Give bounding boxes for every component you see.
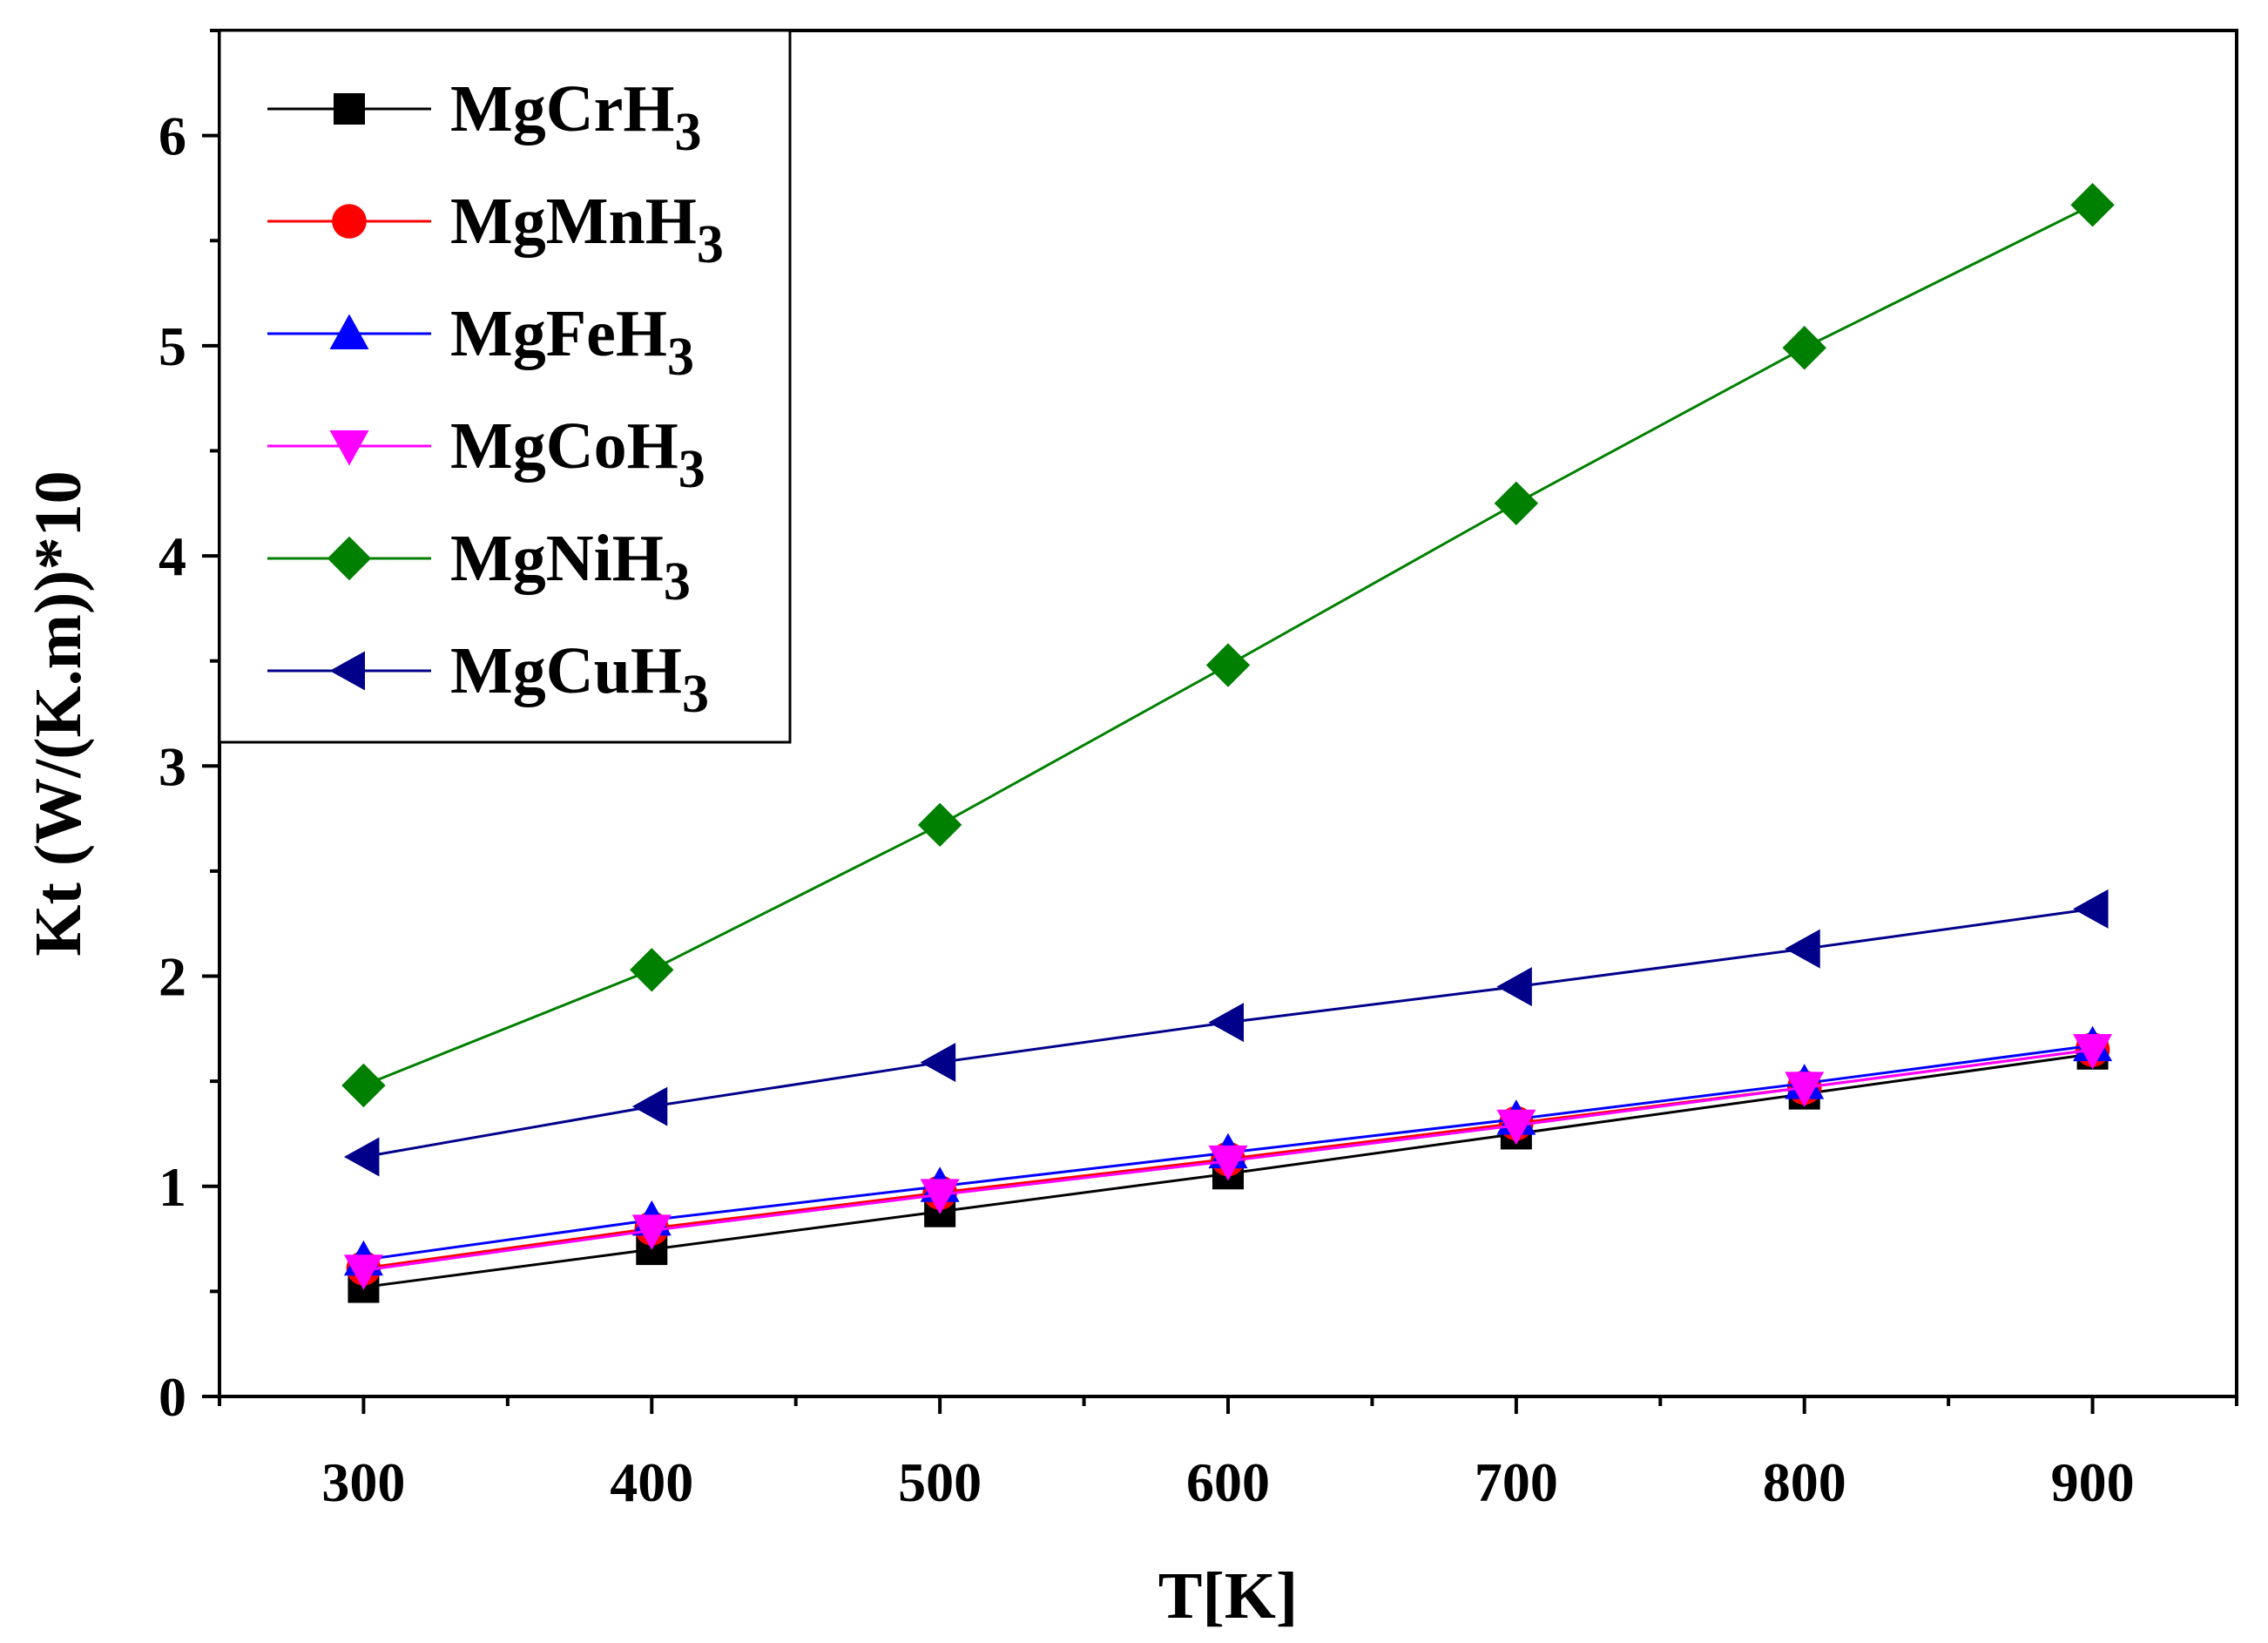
x-axis-title: T[K]	[1158, 1559, 1298, 1633]
x-tick-label: 800	[1763, 1451, 1846, 1513]
legend-label: MgCoH3	[450, 409, 705, 499]
series-layer	[341, 183, 2115, 1303]
data-point	[1785, 929, 1820, 969]
legend: MgCrH3 MgMnH3 MgFeH3 MgCoH3 MgNiH3 MgCuH3	[218, 29, 792, 744]
data-point	[631, 1214, 672, 1250]
legend-label: MgCrH3	[450, 72, 701, 162]
y-tick-label: 2	[159, 946, 186, 1008]
x-tick-label: 300	[321, 1451, 405, 1513]
y-axis-title: Kt (W/(K.m))*10	[22, 470, 95, 956]
y-tick-label: 0	[159, 1366, 186, 1428]
data-point	[2073, 889, 2109, 929]
legend-label: MgCuH3	[450, 634, 709, 724]
data-point	[1782, 326, 1826, 370]
data-point	[1494, 481, 1539, 525]
data-point	[343, 1254, 383, 1290]
legend-marker	[327, 536, 372, 581]
legend-item: MgCoH3	[267, 409, 705, 499]
legend-item: MgNiH3	[267, 522, 691, 612]
series-mgcoh3	[343, 1033, 2113, 1290]
legend-label: MgMnH3	[450, 185, 724, 274]
legend-box	[218, 29, 792, 744]
legend-label: MgFeH3	[450, 297, 694, 387]
legend-label: MgNiH3	[450, 522, 691, 612]
data-point	[343, 1137, 380, 1177]
x-tick-label: 500	[898, 1451, 982, 1513]
data-point	[341, 1063, 386, 1108]
axes: 300 400 500 600 700 800 900 0 1 2 3 4 5 6	[159, 29, 2238, 1513]
data-point	[920, 1042, 956, 1082]
y-tick-label: 5	[159, 315, 186, 377]
x-tick-label: 400	[610, 1451, 693, 1513]
x-tick-label: 600	[1186, 1451, 1270, 1513]
y-tick-label: 1	[159, 1156, 186, 1218]
legend-marker	[329, 651, 365, 691]
legend-item: MgCuH3	[267, 634, 709, 724]
data-point	[1496, 1109, 1536, 1146]
legend-item: MgFeH3	[267, 297, 694, 387]
data-point	[2073, 1033, 2113, 1070]
data-point	[1496, 967, 1532, 1007]
legend-marker	[334, 93, 365, 125]
x-tick-label: 700	[1475, 1451, 1558, 1513]
y-tick-label: 3	[159, 735, 186, 797]
data-point	[920, 1179, 960, 1214]
data-point	[1785, 1072, 1825, 1107]
legend-marker	[329, 430, 369, 466]
legend-marker	[329, 314, 369, 349]
data-point	[1205, 643, 1251, 687]
x-tick-label: 900	[2051, 1451, 2135, 1513]
data-point	[2070, 183, 2115, 227]
series-mgnih3	[341, 183, 2115, 1108]
data-point	[917, 802, 962, 848]
series-mgcuh3	[343, 889, 2109, 1177]
y-tick-label: 6	[159, 105, 186, 167]
legend-item: MgMnH3	[267, 185, 724, 274]
data-point	[1208, 1003, 1244, 1043]
data-point	[631, 1086, 668, 1126]
legend-marker	[332, 204, 367, 239]
data-point	[1208, 1145, 1248, 1181]
legend-item: MgCrH3	[267, 72, 701, 162]
data-point	[630, 948, 674, 992]
y-tick-label: 4	[159, 525, 186, 587]
